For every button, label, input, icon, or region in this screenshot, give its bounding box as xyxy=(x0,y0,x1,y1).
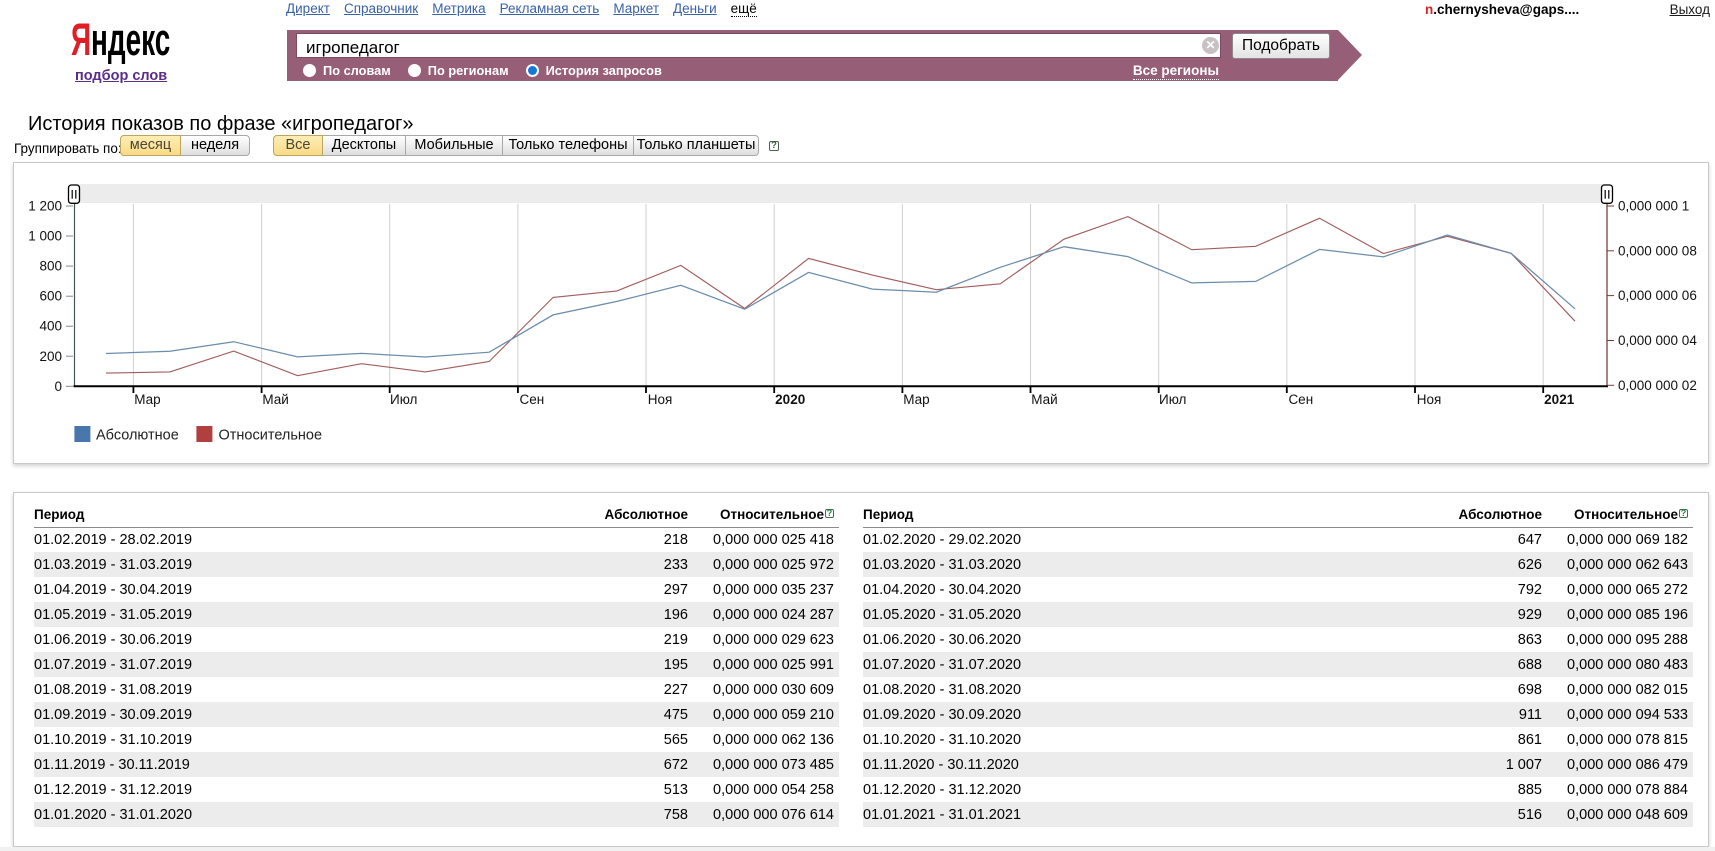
svg-text:Сен: Сен xyxy=(1288,392,1313,407)
svg-text:Сен: Сен xyxy=(520,392,545,407)
svg-text:0: 0 xyxy=(54,379,62,394)
svg-text:Мар: Мар xyxy=(134,392,160,407)
svg-text:0,000 000 02: 0,000 000 02 xyxy=(1618,378,1697,393)
svg-text:0,000 000 06: 0,000 000 06 xyxy=(1618,288,1697,303)
svg-text:600: 600 xyxy=(39,289,62,304)
svg-text:Май: Май xyxy=(1031,392,1057,407)
svg-text:Ноя: Ноя xyxy=(648,392,673,407)
svg-text:Май: Май xyxy=(262,392,288,407)
svg-text:2021: 2021 xyxy=(1544,392,1575,407)
svg-text:0,000 000 04: 0,000 000 04 xyxy=(1618,333,1697,348)
svg-text:200: 200 xyxy=(39,349,62,364)
svg-text:Ноя: Ноя xyxy=(1417,392,1442,407)
svg-text:Абсолютное: Абсолютное xyxy=(96,428,179,444)
svg-text:0,000 000 1: 0,000 000 1 xyxy=(1618,199,1689,214)
svg-text:Мар: Мар xyxy=(903,392,929,407)
svg-text:Июл: Июл xyxy=(390,392,417,407)
svg-text:1 000: 1 000 xyxy=(28,229,62,244)
svg-text:0,000 000 08: 0,000 000 08 xyxy=(1618,243,1697,258)
svg-text:800: 800 xyxy=(39,259,62,274)
svg-text:Относительное: Относительное xyxy=(219,428,323,444)
svg-text:1 200: 1 200 xyxy=(28,199,62,214)
svg-text:Июл: Июл xyxy=(1159,392,1186,407)
svg-text:2020: 2020 xyxy=(775,392,805,407)
svg-text:400: 400 xyxy=(39,319,62,334)
